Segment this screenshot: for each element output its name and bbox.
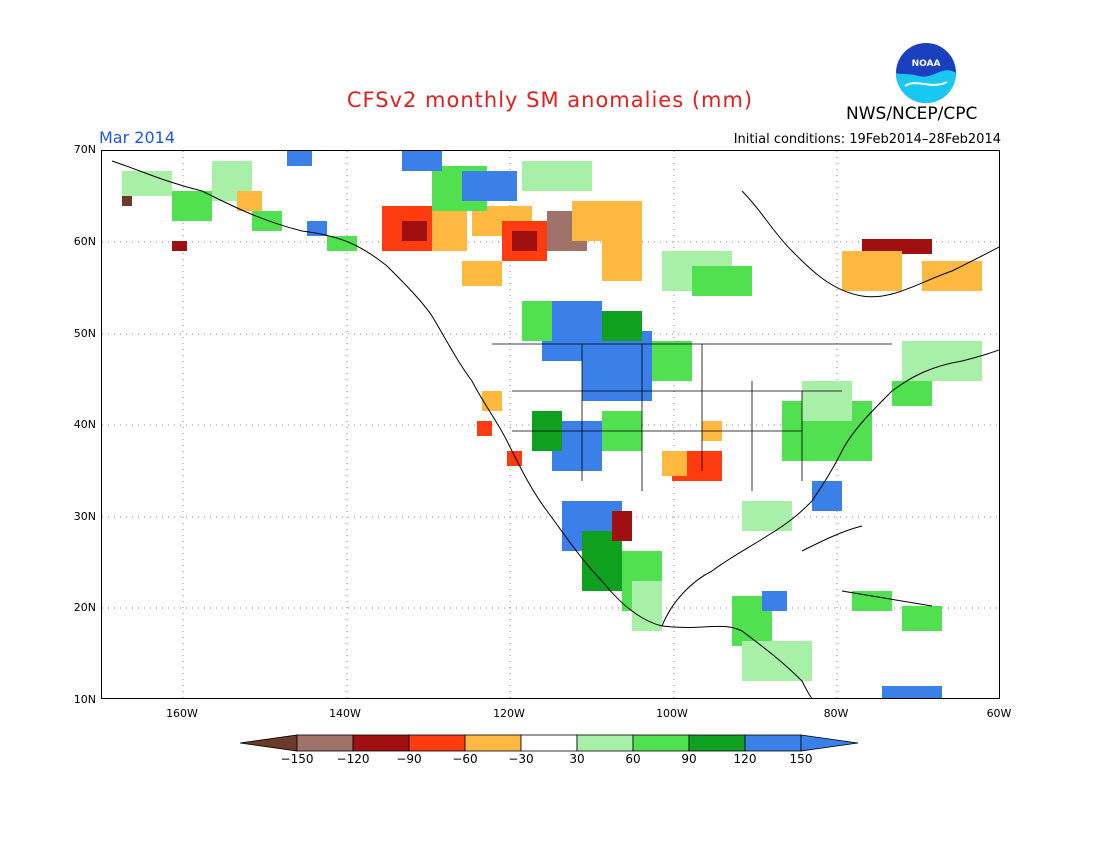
legend-label: −150 [280, 752, 314, 766]
lat-label-70n: 70N [73, 143, 96, 156]
lon-label-100w: 100W [656, 707, 688, 720]
legend-label: −30 [508, 752, 534, 766]
coastlines [111, 160, 999, 698]
anomaly-map [101, 150, 1000, 699]
lon-label-160w: 160W [166, 707, 198, 720]
lon-label-60w: 60W [986, 707, 1012, 720]
legend-label: −90 [396, 752, 422, 766]
lat-label-30n: 30N [73, 510, 96, 523]
legend-label: 150 [789, 752, 813, 766]
lon-label-80w: 80W [823, 707, 849, 720]
lat-label-40n: 40N [73, 418, 96, 431]
legend-label: 60 [625, 752, 641, 766]
colorbar [240, 734, 859, 752]
borders [492, 343, 892, 491]
map-canvas [102, 151, 999, 698]
legend-label: 120 [733, 752, 757, 766]
legend-label: 30 [569, 752, 585, 766]
lat-label-60n: 60N [73, 235, 96, 248]
lat-label-20n: 20N [73, 601, 96, 614]
forecast-month: Mar 2014 [99, 128, 175, 147]
lat-label-10n: 10N [73, 693, 96, 706]
map-title: CFSv2 monthly SM anomalies (mm) [346, 88, 754, 112]
legend-label: −60 [452, 752, 478, 766]
noaa-logo: NOAA [896, 43, 956, 103]
anomaly-field [122, 151, 982, 698]
legend-label: −120 [336, 752, 370, 766]
lon-label-140w: 140W [329, 707, 361, 720]
initial-conditions: Initial conditions: 19Feb2014–28Feb2014 [733, 132, 1001, 147]
org-label: NWS/NCEP/CPC [846, 104, 978, 124]
svg-text:NOAA: NOAA [912, 59, 941, 69]
lat-label-50n: 50N [73, 327, 96, 340]
legend-label: 90 [681, 752, 697, 766]
lon-label-120w: 120W [493, 707, 525, 720]
